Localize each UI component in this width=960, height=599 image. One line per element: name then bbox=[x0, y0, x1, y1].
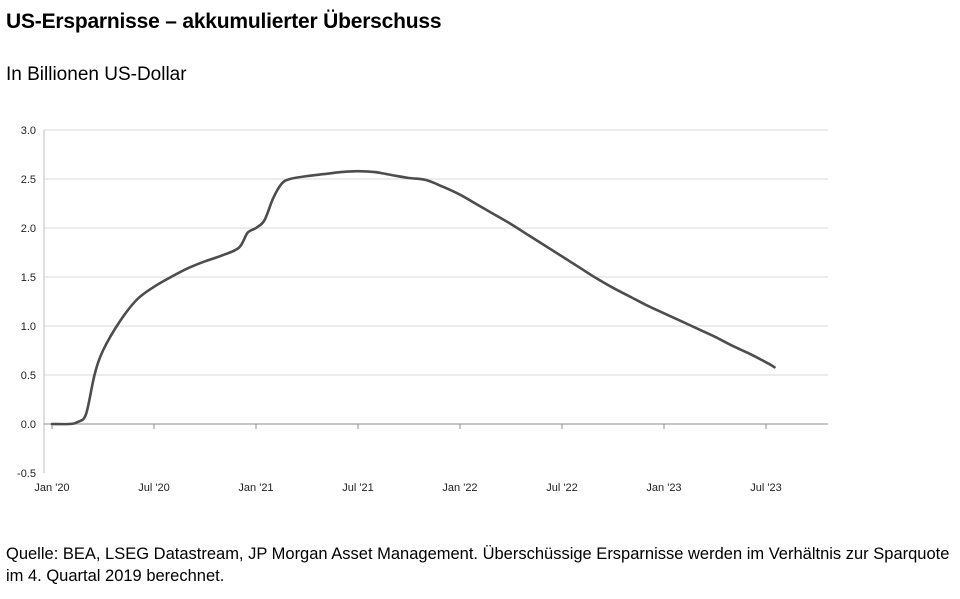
x-tick-label: Jul '21 bbox=[342, 482, 373, 494]
y-tick-label: 2.0 bbox=[21, 223, 36, 235]
chart-subtitle: In Billionen US-Dollar bbox=[6, 64, 187, 85]
y-tick-label: 0.5 bbox=[21, 370, 36, 382]
x-axis: Jan '20 Jul '20 Jan '21 Jul '21 Jan '22 Jul '… bbox=[34, 423, 828, 494]
chart-title: US-Ersparnisse – akkumulierter Überschus… bbox=[6, 10, 442, 33]
y-tick-label: 1.0 bbox=[21, 321, 36, 333]
x-tick-label: Jul '22 bbox=[546, 482, 577, 494]
x-tick-label: Jan '22 bbox=[442, 482, 477, 494]
line-chart: 3.0 2.5 2.0 1.5 1.0 0.5 0.0 -0.5 Jan '20 Jul '20… bbox=[17, 125, 828, 494]
series-group bbox=[50, 169, 776, 426]
y-tick-label: 0.0 bbox=[21, 419, 36, 431]
x-tick-label: Jul '23 bbox=[750, 482, 781, 494]
y-tick-label: -0.5 bbox=[17, 468, 36, 480]
source-note: Quelle: BEA, LSEG Datastream, JP Morgan … bbox=[6, 545, 950, 585]
x-tick-label: Jan '20 bbox=[34, 482, 69, 494]
y-axis: 3.0 2.5 2.0 1.5 1.0 0.5 0.0 -0.5 bbox=[17, 125, 45, 480]
series-line-excess-savings bbox=[50, 169, 776, 426]
y-tick-label: 3.0 bbox=[21, 125, 36, 137]
y-tick-label: 1.5 bbox=[21, 272, 36, 284]
x-tick-label: Jul '20 bbox=[138, 482, 169, 494]
y-tick-label: 2.5 bbox=[21, 174, 36, 186]
gridlines bbox=[44, 129, 828, 425]
x-tick-label: Jan '21 bbox=[238, 482, 273, 494]
x-tick-label: Jan '23 bbox=[646, 482, 681, 494]
